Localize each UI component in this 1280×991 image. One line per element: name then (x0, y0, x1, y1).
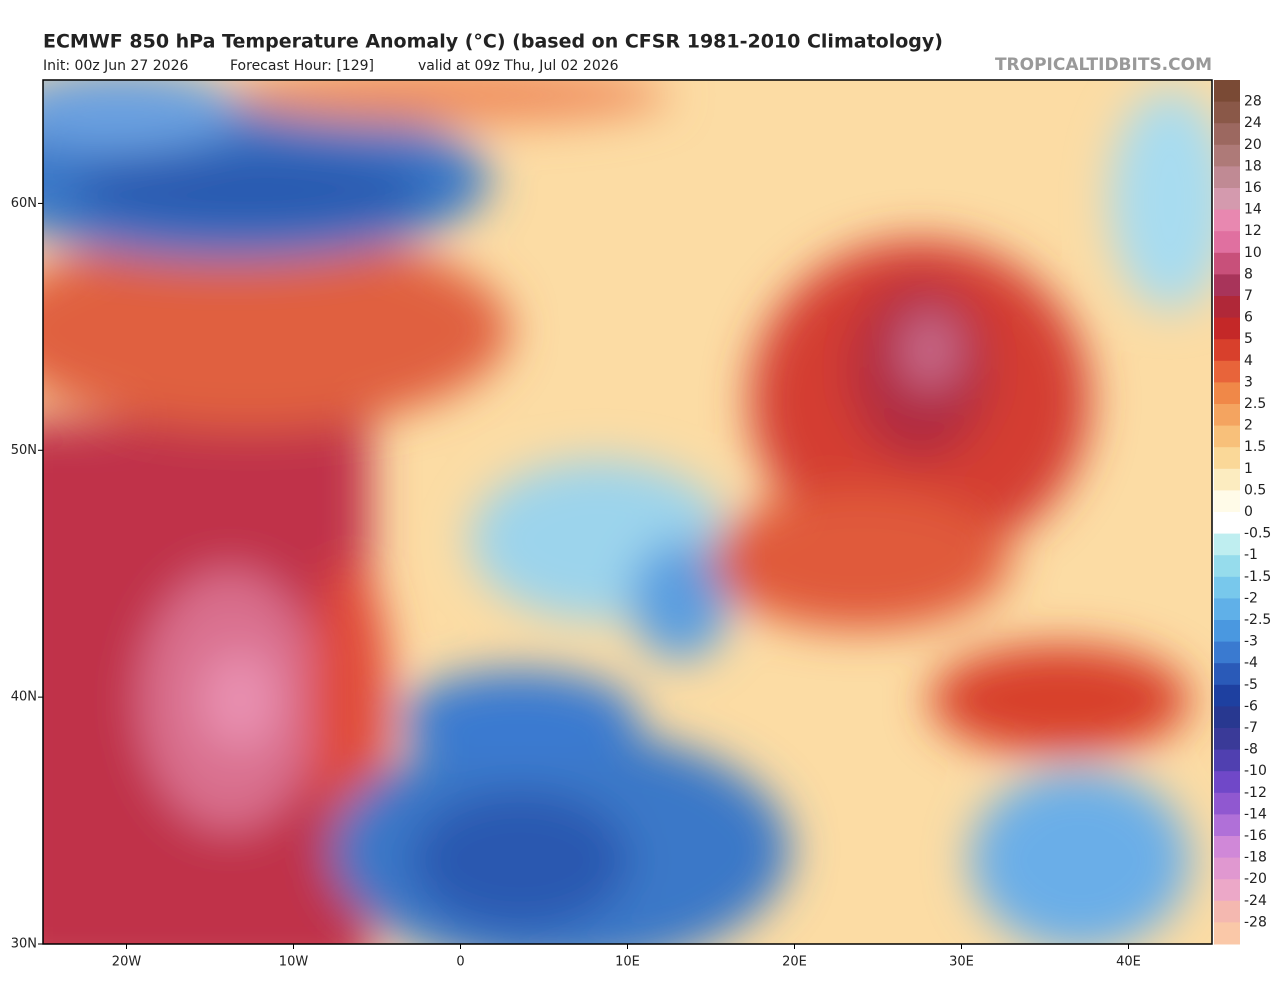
y-tick-label: 60N (11, 196, 37, 211)
colorbar-label: 7 (1244, 288, 1253, 304)
colorbar-swatch (1214, 339, 1240, 362)
colorbar-label: -0.5 (1244, 526, 1271, 542)
colorbar-swatch (1214, 663, 1240, 686)
colorbar-label: -8 (1244, 742, 1258, 758)
credit: TROPICALTIDBITS.COM (995, 55, 1212, 75)
colorbar-swatch (1214, 922, 1240, 945)
colorbar-swatch (1214, 296, 1240, 319)
colorbar-label: 8 (1244, 266, 1253, 282)
colorbar-label: -10 (1244, 763, 1267, 779)
colorbar-swatch (1214, 123, 1240, 146)
colorbar-swatch (1214, 836, 1240, 859)
colorbar-label: 18 (1244, 158, 1262, 174)
colorbar-label: -7 (1244, 720, 1258, 736)
colorbar-swatch (1214, 512, 1240, 535)
colorbar-label: -2.5 (1244, 612, 1271, 628)
colorbar-swatch (1214, 252, 1240, 275)
colorbar-label: 2.5 (1244, 396, 1266, 412)
y-tick-label: 40N (11, 690, 37, 705)
colorbar-swatch (1214, 144, 1240, 167)
y-tick-label: 30N (11, 937, 37, 952)
colorbar-label: -2 (1244, 590, 1258, 606)
colorbar-swatch (1214, 879, 1240, 902)
x-tick-label: 40E (1116, 955, 1141, 970)
colorbar-label: 10 (1244, 245, 1262, 261)
colorbar-swatch (1214, 468, 1240, 491)
colorbar-swatch (1214, 792, 1240, 815)
colorbar-label: 1.5 (1244, 439, 1266, 455)
colorbar-label: 0.5 (1244, 482, 1266, 498)
colorbar-swatch (1214, 317, 1240, 340)
colorbar-swatch (1214, 404, 1240, 427)
colorbar-swatch (1214, 598, 1240, 621)
colorbar-label: 14 (1244, 202, 1262, 218)
colorbar-label: -16 (1244, 828, 1267, 844)
colorbar-label: -18 (1244, 850, 1267, 866)
valid-time: valid at 09z Thu, Jul 02 2026 (418, 58, 619, 74)
colorbar-swatch (1214, 749, 1240, 772)
colorbar-label: -14 (1244, 806, 1267, 822)
colorbar-label: -24 (1244, 893, 1267, 909)
colorbar-label: -1.5 (1244, 569, 1271, 585)
colorbar-label: 5 (1244, 331, 1253, 347)
colorbar-label: -20 (1244, 871, 1267, 887)
colorbar-swatch (1214, 706, 1240, 729)
colorbar-swatch (1214, 620, 1240, 643)
colorbar-swatch (1214, 490, 1240, 513)
colorbar-swatch (1214, 641, 1240, 664)
colorbar-swatch (1214, 188, 1240, 211)
map (43, 80, 1212, 944)
colorbar-label: 4 (1244, 353, 1253, 369)
x-tick-label: 10W (279, 955, 309, 970)
colorbar-swatch (1214, 684, 1240, 707)
colorbar-swatch (1214, 101, 1240, 124)
colorbar-label: -12 (1244, 785, 1267, 801)
colorbar-swatch (1214, 900, 1240, 923)
colorbar-label: -4 (1244, 655, 1258, 671)
colorbar-swatch (1214, 425, 1240, 448)
colorbar-label: 1 (1244, 461, 1253, 477)
x-tick-label: 0 (456, 955, 464, 970)
colorbar-label: -28 (1244, 914, 1267, 930)
colorbar-label: 28 (1244, 94, 1262, 110)
x-tick-label: 10E (615, 955, 640, 970)
colorbar-label: 20 (1244, 137, 1262, 153)
init: Init: 00z Jun 27 2026 (43, 58, 188, 74)
x-tick-label: 20E (782, 955, 807, 970)
colorbar-label: -3 (1244, 634, 1258, 650)
x-tick-label: 20W (112, 955, 142, 970)
title: ECMWF 850 hPa Temperature Anomaly (°C) (… (43, 31, 943, 53)
colorbar-swatch (1214, 533, 1240, 556)
colorbar-swatch (1214, 728, 1240, 751)
colorbar-label: -1 (1244, 547, 1258, 563)
x-tick-label: 30E (949, 955, 974, 970)
colorbar-swatch (1214, 166, 1240, 189)
y-tick-label: 50N (11, 443, 37, 458)
colorbar-label: 0 (1244, 504, 1253, 520)
colorbar-label: -5 (1244, 677, 1258, 693)
colorbar-swatch (1214, 814, 1240, 837)
colorbar-label: 24 (1244, 115, 1262, 131)
colorbar-swatch (1214, 360, 1240, 383)
colorbar-swatch (1214, 382, 1240, 405)
colorbar-label: 12 (1244, 223, 1262, 239)
forecast-hour: Forecast Hour: [129] (230, 58, 374, 74)
colorbar-label: 16 (1244, 180, 1262, 196)
colorbar-swatch (1214, 555, 1240, 578)
colorbar-swatch (1214, 771, 1240, 794)
colorbar-label: 2 (1244, 418, 1253, 434)
colorbar-swatch (1214, 209, 1240, 232)
colorbar-swatch (1214, 857, 1240, 880)
colorbar-swatch (1214, 80, 1240, 103)
colorbar-swatch (1214, 274, 1240, 297)
colorbar-label: -6 (1244, 698, 1258, 714)
colorbar-swatch (1214, 231, 1240, 254)
colorbar-label: 3 (1244, 374, 1253, 390)
colorbar-swatch (1214, 447, 1240, 470)
colorbar-label: 6 (1244, 310, 1253, 326)
colorbar-swatch (1214, 576, 1240, 599)
